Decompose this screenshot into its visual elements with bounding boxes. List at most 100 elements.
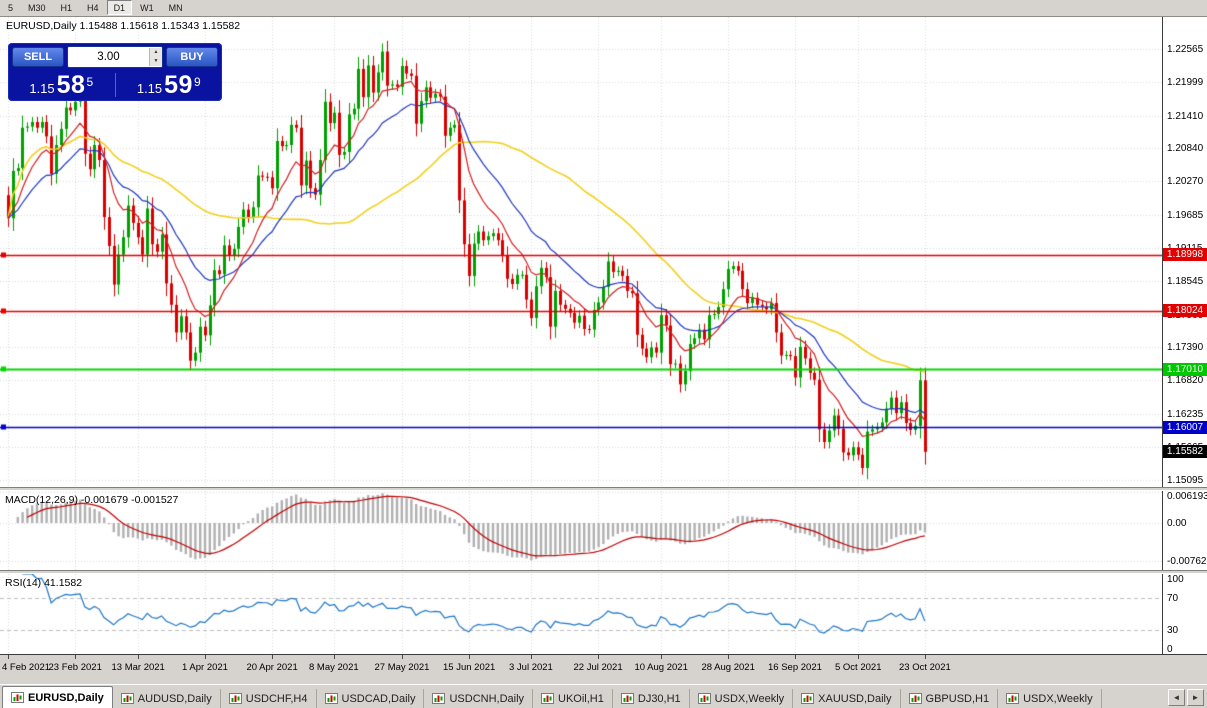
tab-ukoil-h1[interactable]: UKOil,H1 (533, 689, 613, 708)
buy-price-sup: 9 (193, 75, 201, 89)
time-axis-tick (334, 655, 335, 659)
time-axis-tick (75, 655, 76, 659)
timeframe-button-h1[interactable]: H1 (53, 0, 80, 15)
time-axis-label: 5 Oct 2021 (835, 662, 882, 673)
tab-usdx-weekly[interactable]: USDX,Weekly (998, 689, 1102, 708)
rsi-axis-label: 70 (1167, 593, 1179, 604)
rsi-indicator-canvas[interactable] (0, 574, 1162, 654)
rsi-axis-label: 30 (1167, 625, 1179, 636)
chart-icon (541, 693, 555, 704)
timeframe-button-h4[interactable]: H4 (80, 0, 106, 15)
volume-decrease-button[interactable]: ▼ (150, 57, 162, 66)
time-axis-tick (925, 655, 926, 659)
time-axis-label: 27 May 2021 (374, 662, 430, 673)
chart-icon (1006, 693, 1020, 704)
timeframe-button-5[interactable]: 5 (1, 0, 21, 15)
volume-spinner: ▲ ▼ (149, 48, 162, 66)
macd-axis-label: 0.00 (1167, 518, 1187, 529)
time-axis-tick (402, 655, 403, 659)
tab-audusd-daily[interactable]: AUDUSD,Daily (113, 689, 221, 708)
price-divider (114, 73, 116, 97)
pane-splitter[interactable] (0, 570, 1207, 574)
tab-scroll-right-icon[interactable]: ► (1187, 689, 1204, 706)
time-axis-label: 20 Apr 2021 (246, 662, 298, 673)
tab-label: USDX,Weekly (714, 692, 785, 705)
volume-increase-button[interactable]: ▲ (150, 48, 162, 57)
timeframe-button-d1[interactable]: D1 (106, 0, 133, 15)
time-axis-tick (858, 655, 859, 659)
tab-usdcnh-daily[interactable]: USDCNH,Daily (424, 689, 534, 708)
chart-icon (620, 693, 634, 704)
tab-dj30-h1[interactable]: DJ30,H1 (613, 689, 690, 708)
chart-tab-bar: EURUSD,Daily AUDUSD,Daily USDCHF,H4 USDCAD,… (0, 684, 1207, 708)
price-level-badge: 1.18024 (1163, 304, 1207, 318)
tab-label: UKOil,H1 (558, 692, 604, 705)
timeframe-button-w1[interactable]: W1 (133, 0, 161, 15)
macd-indicator-label: MACD(12,26,9) -0.001679 -0.001527 (5, 494, 179, 506)
time-axis-tick (531, 655, 532, 659)
time-axis-label: 22 Jul 2021 (573, 662, 623, 673)
tab-label: EURUSD,Daily (28, 691, 104, 704)
time-axis-tick (795, 655, 796, 659)
tab-label: USDCNH,Daily (449, 692, 525, 705)
tab-usdchf-h4[interactable]: USDCHF,H4 (221, 689, 317, 708)
timeframe-button-m30[interactable]: M30 (21, 0, 53, 15)
price-scale[interactable]: 1.22565 1.21999 1.21410 1.20840 1.20270 1.196… (1162, 17, 1207, 487)
sell-button[interactable]: SELL (12, 47, 64, 67)
tab-label: GBPUSD,H1 (925, 692, 990, 705)
tab-label: AUDUSD,Daily (137, 692, 212, 705)
buy-price-big: 59 (164, 71, 193, 99)
price-level-badge: 1.18998 (1163, 248, 1207, 262)
tab-label: USDX,Weekly (1023, 692, 1093, 705)
chart-icon (228, 693, 242, 704)
rsi-scale[interactable]: 100 70 30 0 (1162, 574, 1207, 655)
tab-usdcad-daily[interactable]: USDCAD,Daily (317, 689, 425, 708)
price-level-badge: 1.17010 (1163, 362, 1207, 376)
macd-indicator-canvas[interactable] (0, 491, 1162, 570)
time-axis-tick (272, 655, 273, 659)
chart-icon (432, 693, 446, 704)
chart-icon (11, 692, 24, 703)
time-axis-label: 13 Mar 2021 (111, 662, 165, 673)
price-axis-label: 1.16235 (1167, 409, 1204, 421)
time-axis-tick (469, 655, 470, 659)
tab-scroll-buttons: ◄ ► (1168, 689, 1204, 706)
tab-gbpusd-h1[interactable]: GBPUSD,H1 (901, 689, 999, 708)
chart-icon (801, 693, 815, 704)
tab-usdx-weekly[interactable]: USDX,Weekly (690, 689, 794, 708)
time-axis-label: 8 May 2021 (309, 662, 359, 673)
tab-eurusd-daily[interactable]: EURUSD,Daily (2, 686, 113, 708)
price-axis-label: 1.22565 (1167, 44, 1204, 55)
price-axis-label: 1.21410 (1167, 110, 1204, 122)
tab-label: USDCAD,Daily (341, 692, 416, 705)
sell-price-big: 58 (56, 71, 86, 99)
time-axis[interactable]: 4 Feb 2021 23 Feb 2021 13 Mar 2021 1 Apr 20… (0, 654, 1207, 684)
price-axis-label: 1.17390 (1167, 342, 1204, 354)
price-axis-label: 1.19685 (1167, 210, 1204, 222)
sell-price-sup: 5 (86, 75, 94, 89)
tab-scroll-left-icon[interactable]: ◄ (1168, 689, 1185, 706)
tab-list: EURUSD,Daily AUDUSD,Daily USDCHF,H4 USDCAD,… (0, 685, 1102, 708)
price-axis-label: 1.21999 (1167, 76, 1204, 88)
time-axis-tick (8, 655, 9, 659)
chart-icon (908, 693, 922, 704)
buy-price: 1.15 59 9 (118, 73, 221, 100)
timeframe-button-mn[interactable]: MN (161, 0, 190, 15)
time-axis-label: 3 Jul 2021 (509, 662, 553, 673)
time-axis-label: 4 Feb 2021 (2, 662, 51, 673)
buy-price-prefix: 1.15 (136, 81, 163, 96)
buy-button[interactable]: BUY (166, 47, 218, 67)
price-axis-label: 1.15095 (1167, 474, 1204, 486)
pane-splitter[interactable] (0, 487, 1207, 491)
price-axis-label: 1.20840 (1167, 143, 1204, 155)
time-axis-tick (205, 655, 206, 659)
time-axis-label: 10 Aug 2021 (634, 662, 688, 673)
time-axis-tick (138, 655, 139, 659)
time-axis-tick (728, 655, 729, 659)
tab-xauusd-daily[interactable]: XAUUSD,Daily (793, 689, 901, 708)
chart-icon (697, 693, 711, 704)
volume-input[interactable] (68, 50, 149, 64)
